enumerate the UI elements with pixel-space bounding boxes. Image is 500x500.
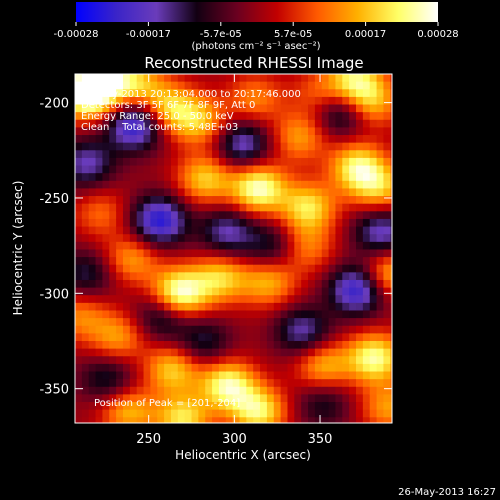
colorbar-tick-label: -0.00017 (126, 29, 171, 40)
colorbar-tick-label: -5.7e-05 (200, 29, 242, 40)
info-detectors: Detectors: 3F 5F 6F 7F 8F 9F, Att 0 (81, 100, 255, 111)
x-axis-label: Heliocentric X (arcsec) (175, 448, 311, 462)
colorbar-tick-label: 0.00028 (417, 29, 458, 40)
x-tick-label: 350 (308, 432, 333, 447)
colorbar-tick-label: 0.00017 (345, 29, 386, 40)
colorbar-tick-label: -0.00028 (54, 29, 99, 40)
heatmap-image (75, 74, 392, 423)
y-tick-label: -200 (39, 97, 69, 112)
colorbar-gradient (76, 2, 438, 22)
info-energy-range: Energy Range: 25.0 - 50.0 keV (81, 111, 234, 122)
plot-timestamp: 26-May-2013 16:27 (398, 487, 496, 498)
chart-title: Reconstructed RHESSI Image (144, 54, 363, 72)
y-axis-label: Heliocentric Y (arcsec) (11, 181, 25, 316)
info-time-range: 26-May-2013 20:13:04.000 to 20:17:46.000 (81, 89, 301, 100)
peak-position-label: Position of Peak = [201,-204] (94, 398, 240, 409)
colorbar: -0.00028 -0.00017 -5.7e-05 5.7e-05 0.00017 0.… (54, 2, 459, 52)
colorbar-tick-label: 5.7e-05 (274, 29, 312, 40)
y-tick-label: -300 (39, 287, 69, 302)
info-clean-counts: Clean Total counts: 5.48E+03 (81, 122, 238, 133)
x-tick-label: 300 (222, 432, 247, 447)
plot-frame (74, 73, 393, 424)
colorbar-unit-label: (photons cm⁻² s⁻¹ asec⁻²) (191, 41, 320, 52)
y-tick-label: -350 (39, 383, 69, 398)
x-tick-label: 250 (136, 432, 161, 447)
y-tick-label: -250 (39, 192, 69, 207)
info-annotations: 26-May-2013 20:13:04.000 to 20:17:46.000… (81, 89, 301, 409)
